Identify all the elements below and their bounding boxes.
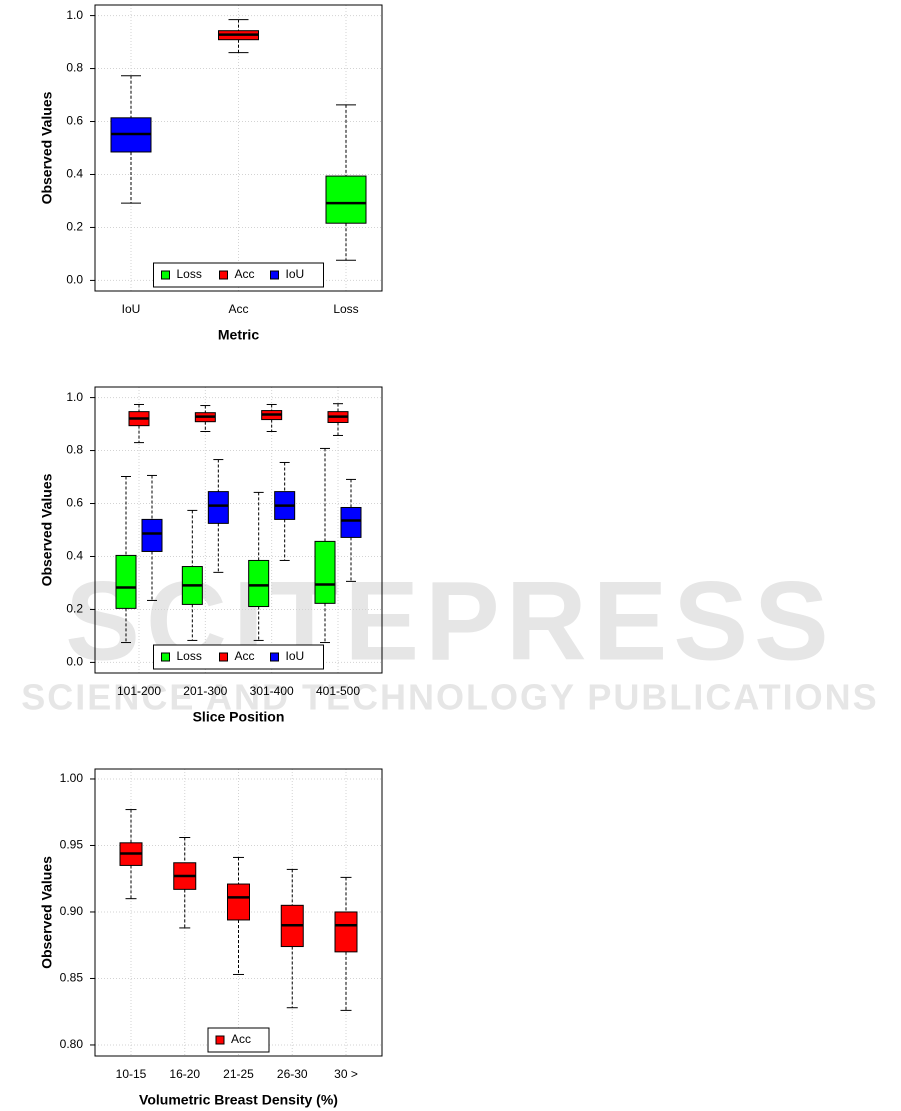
x-tick-label: 16-20 [169, 1067, 200, 1081]
x-tick-label: 10-15 [116, 1067, 147, 1081]
y-tick-label: 0.8 [66, 61, 83, 75]
plot-frame [94, 386, 383, 674]
y-axis-title: Observed Values [39, 91, 55, 204]
y-tick-label: 0.6 [66, 496, 83, 510]
y-tick-label: 1.0 [66, 8, 83, 22]
legend-swatch [161, 652, 170, 662]
y-tick-label: 0.8 [66, 443, 83, 457]
legend-swatch [215, 1035, 225, 1045]
x-tick-label: Acc [228, 302, 248, 316]
x-tick-label: Loss [333, 302, 358, 316]
box [227, 883, 250, 921]
legend-label: Acc [231, 1032, 251, 1046]
box [314, 540, 336, 604]
x-tick-label: 26-30 [277, 1067, 308, 1081]
legend-frame [153, 644, 324, 670]
legend-label: IoU [286, 649, 305, 663]
box [141, 518, 163, 552]
legend-swatch [161, 270, 170, 280]
y-tick-label: 0.0 [66, 655, 83, 669]
x-tick-label: 201-300 [183, 684, 227, 698]
y-tick-label: 1.0 [66, 390, 83, 404]
y-tick-label: 0.90 [60, 904, 84, 918]
legend-label: Acc [235, 649, 255, 663]
box [334, 911, 358, 953]
legend-label: Loss [177, 649, 202, 663]
y-axis-title: Observed Values [39, 473, 55, 586]
y-tick-label: 0.95 [60, 838, 84, 852]
legend-swatch [219, 652, 228, 662]
box [115, 554, 137, 609]
x-tick-label: IoU [122, 302, 141, 316]
y-tick-label: 0.2 [66, 220, 83, 234]
legend-label: IoU [286, 267, 305, 281]
box [340, 506, 362, 538]
x-tick-label: 101-200 [117, 684, 161, 698]
x-axis-title: Volumetric Breast Density (%) [139, 1092, 338, 1108]
legend-swatch [219, 270, 228, 280]
y-tick-label: 0.6 [66, 114, 83, 128]
legend-frame [153, 262, 324, 288]
x-axis-title: Slice Position [193, 709, 285, 725]
plot-frame [94, 768, 383, 1057]
y-axis-title: Observed Values [39, 856, 55, 969]
plot-frame [94, 4, 383, 292]
x-tick-label: 30 > [334, 1067, 358, 1081]
x-axis-title: Metric [218, 327, 259, 343]
box [248, 559, 270, 608]
legend-label: Acc [235, 267, 255, 281]
legend-swatch [270, 652, 279, 662]
box [207, 491, 229, 524]
watermark-subtitle: SCIENCE AND TECHNOLOGY PUBLICATIONS [21, 677, 878, 718]
y-tick-label: 0.85 [60, 971, 84, 985]
y-tick-label: 0.2 [66, 602, 83, 616]
legend-label: Loss [177, 267, 202, 281]
y-tick-label: 0.4 [66, 167, 83, 181]
y-tick-label: 0.0 [66, 273, 83, 287]
x-tick-label: 301-400 [250, 684, 294, 698]
x-tick-label: 21-25 [223, 1067, 254, 1081]
box [325, 175, 367, 224]
y-tick-label: 1.00 [60, 771, 84, 785]
x-tick-label: 401-500 [316, 684, 360, 698]
y-tick-label: 0.4 [66, 549, 83, 563]
y-tick-label: 0.80 [60, 1037, 84, 1051]
legend-swatch [270, 270, 279, 280]
